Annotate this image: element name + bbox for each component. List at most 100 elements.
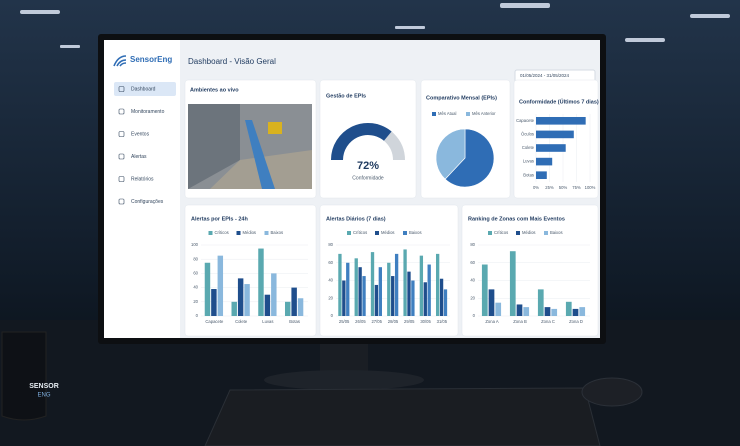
bar [387,262,391,316]
y-tick-label: 20 [193,299,198,304]
bar [509,251,516,316]
bar [204,262,211,316]
gauge-value [331,123,392,161]
bar [231,301,237,316]
bar [435,253,440,316]
bar [537,289,544,316]
nav-icon [118,86,125,92]
bar [354,258,358,316]
factory-lights [20,3,730,48]
nav-item[interactable]: Dashboard [131,86,156,92]
nav-item[interactable]: Eventos [131,131,150,137]
logo: SensorEng [130,55,172,64]
x-tick-label: 30/05 [420,319,431,324]
x-tick-label: 100% [585,185,596,190]
mug-text: ENG [37,393,50,399]
bar [544,307,551,316]
legend-label: Mês Atual [438,111,456,116]
x-tick-label: Zona A [485,319,498,324]
x-tick-label: 50% [559,185,568,190]
y-tick-label: 60 [470,260,475,265]
nav-active [114,82,176,96]
bar [488,289,495,316]
bar [237,278,244,316]
card-title: Comparativo Mensal (EPIs) [426,95,497,101]
bar [362,276,366,316]
x-tick-label: 25/05 [339,319,350,324]
x-tick-label: Zona C [541,319,555,324]
x-tick-label: Botas [289,319,300,324]
bar [516,304,523,316]
card-title: Ranking de Zonas com Mais Eventos [468,216,565,222]
bar [211,289,217,316]
y-tick-label: Capacete [516,118,535,123]
bar [370,252,375,316]
y-tick-label: 40 [193,285,198,290]
y-tick-label: 0 [331,313,334,318]
bar [358,267,362,316]
y-tick-label: 20 [328,295,333,300]
x-tick-label: Zona D [569,319,583,324]
legend-swatch [488,231,492,235]
legend-swatch [236,231,241,235]
logo-icon [113,55,127,67]
gauge-label: Conformidade [352,175,384,181]
legend-label: Médios [381,230,395,235]
bar [411,280,415,316]
x-tick-label: 26/05 [355,319,366,324]
legend-swatch [432,112,436,116]
legend-label: Baixos [550,230,563,235]
nav-item[interactable]: Configurações [131,199,164,205]
bar [536,157,553,166]
y-tick-label: 80 [193,256,198,261]
monitor-base [264,370,424,390]
nav-item[interactable]: Relatórios [131,176,154,182]
legend-swatch [347,231,351,235]
mouse [581,377,643,407]
camera-forklift [268,122,282,134]
mug [1,331,47,421]
bar [291,287,297,316]
nav-item[interactable]: Monitoramento [131,109,165,115]
y-tick-label: Botas [523,172,534,177]
legend-label: Baixos [409,230,422,235]
y-tick-label: 40 [470,278,475,283]
bar [271,273,277,316]
bar [217,255,224,316]
card-title: Ambientes ao vivo [190,87,239,93]
pie-slice [435,128,466,180]
bar [419,255,424,316]
legend-label: Médios [243,230,257,235]
page-title: Dashboard - Visão Geral [188,57,276,66]
card [319,79,417,199]
legend-swatch [466,112,470,116]
bar [536,171,547,180]
bar [403,249,407,316]
bar [443,289,448,316]
y-tick-label: 100 [191,242,199,247]
y-tick-label: 0 [196,313,199,318]
bar [374,284,379,316]
bar [536,144,566,152]
x-tick-label: 0% [533,185,539,190]
pie-slice [444,128,495,188]
legend-swatch [375,231,379,235]
x-tick-label: 75% [572,185,581,190]
nav-icon [118,198,125,205]
nav-item[interactable]: Alertas [131,154,147,160]
legend-swatch [208,231,213,235]
x-tick-label: Luvas [262,319,273,324]
nav-icon [118,176,125,182]
card-title: Conformidade (Últimos 7 dias) [519,98,599,105]
x-tick-label: Capacete [205,319,224,324]
y-tick-label: 20 [470,295,475,300]
bar [258,248,264,316]
nav-icon [118,131,125,137]
bar [407,271,411,316]
camera-wall [188,104,240,189]
bar [423,282,427,316]
bar [284,301,291,316]
bar [523,307,530,316]
date-range: 01/05/2024 - 31/05/2024 [520,73,570,78]
bar [551,308,558,316]
